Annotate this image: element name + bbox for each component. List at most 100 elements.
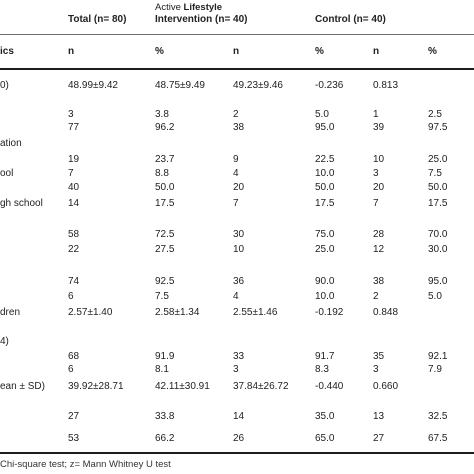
table-cell: 13 bbox=[373, 411, 385, 422]
table-cell: 50.0 bbox=[155, 182, 175, 193]
table-cell: 2.58±1.34 bbox=[155, 307, 200, 318]
table-cell: 92.1 bbox=[428, 351, 448, 362]
table-cell: 2 bbox=[373, 291, 379, 302]
table-cell: 4 bbox=[233, 168, 239, 179]
table-cell: 10.0 bbox=[315, 168, 335, 179]
table-cell: 2.55±1.46 bbox=[233, 307, 278, 318]
table-cell: 48.75±9.49 bbox=[155, 80, 205, 91]
table-cell: 7.5 bbox=[155, 291, 169, 302]
table-cell: 3 bbox=[373, 168, 379, 179]
table-cell: 4 bbox=[233, 291, 239, 302]
table-cell: 7.9 bbox=[428, 364, 442, 375]
table-cell: 7 bbox=[233, 198, 239, 209]
header-rule-top bbox=[0, 34, 474, 35]
table-cell: 77 bbox=[68, 122, 80, 133]
table-cell: 12 bbox=[373, 244, 385, 255]
table-cell: 17.5 bbox=[155, 198, 175, 209]
table-cell: 2.5 bbox=[428, 109, 442, 120]
table-cell: 26 bbox=[233, 433, 245, 444]
table-cell: 8.1 bbox=[155, 364, 169, 375]
table-cell: 32.5 bbox=[428, 411, 448, 422]
table-cell: 35.0 bbox=[315, 411, 335, 422]
subheader-active-n: n bbox=[233, 46, 240, 57]
subheader-control-pct: % bbox=[428, 46, 437, 57]
table-cell: 27.5 bbox=[155, 244, 175, 255]
table-cell: 7 bbox=[373, 198, 379, 209]
table-cell: -0.236 bbox=[315, 80, 344, 91]
table-cell: 30 bbox=[233, 229, 245, 240]
table-cell: 19 bbox=[68, 154, 80, 165]
table-cell: 14 bbox=[233, 411, 245, 422]
subheader-total-n: n bbox=[68, 46, 75, 57]
table-rule-bottom bbox=[0, 452, 474, 454]
table-cell: 67.5 bbox=[428, 433, 448, 444]
table-cell: 23.7 bbox=[155, 154, 175, 165]
table-cell: 30.0 bbox=[428, 244, 448, 255]
table-cell: 6 bbox=[68, 291, 74, 302]
row-label: 4) bbox=[0, 336, 9, 347]
table-cell: 10 bbox=[373, 154, 385, 165]
table-cell: 91.7 bbox=[315, 351, 335, 362]
table-cell: 9 bbox=[233, 154, 239, 165]
table-cell: 35 bbox=[373, 351, 385, 362]
table-cell: 0.848 bbox=[373, 307, 399, 318]
table-cell: 50.0 bbox=[428, 182, 448, 193]
table-cell: 38 bbox=[373, 276, 385, 287]
row-label: gh school bbox=[0, 198, 43, 209]
table-cell: 8.8 bbox=[155, 168, 169, 179]
table-cell: 95.0 bbox=[428, 276, 448, 287]
table-cell: 50.0 bbox=[315, 182, 335, 193]
table-cell: 8.3 bbox=[315, 364, 329, 375]
table-cell: 95.0 bbox=[315, 122, 335, 133]
header-rule-bottom bbox=[0, 68, 474, 70]
table-cell: 74 bbox=[68, 276, 80, 287]
table-cell: 5.0 bbox=[315, 109, 329, 120]
table-cell: 28 bbox=[373, 229, 385, 240]
table-cell: 25.0 bbox=[428, 154, 448, 165]
table-cell: 92.5 bbox=[155, 276, 175, 287]
table-cell: 66.2 bbox=[155, 433, 175, 444]
table-cell: 0.813 bbox=[373, 80, 399, 91]
header-active-prefix: Active bbox=[155, 2, 184, 13]
table-cell: 53 bbox=[68, 433, 80, 444]
subheader-control-n: n bbox=[373, 46, 380, 57]
table-cell: 3.8 bbox=[155, 109, 169, 120]
table-cell: 37.84±26.72 bbox=[233, 381, 289, 392]
table-cell: 75.0 bbox=[315, 229, 335, 240]
table-cell: 7 bbox=[68, 168, 74, 179]
table-cell: 2.57±1.40 bbox=[68, 307, 113, 318]
table-cell: 49.23±9.46 bbox=[233, 80, 283, 91]
header-active-line1: Active Lifestyle bbox=[155, 2, 222, 13]
table-cell: 14 bbox=[68, 198, 80, 209]
header-characteristics: ics bbox=[0, 46, 14, 57]
table-cell: 70.0 bbox=[428, 229, 448, 240]
table-cell: 10.0 bbox=[315, 291, 335, 302]
row-label: ool bbox=[0, 168, 14, 179]
table-cell: 97.5 bbox=[428, 122, 448, 133]
table-cell: 27 bbox=[373, 433, 385, 444]
table-cell: 7.5 bbox=[428, 168, 442, 179]
table-cell: 17.5 bbox=[428, 198, 448, 209]
row-label: ean ± SD) bbox=[0, 381, 45, 392]
table-cell: 25.0 bbox=[315, 244, 335, 255]
table-cell: 42.11±30.91 bbox=[155, 381, 210, 392]
header-active-bold: Lifestyle bbox=[183, 2, 223, 13]
table-cell: 68 bbox=[68, 351, 80, 362]
table-cell: 20 bbox=[233, 182, 245, 193]
table-cell: 33.8 bbox=[155, 411, 175, 422]
row-label: ation bbox=[0, 138, 22, 149]
header-control: Control (n= 40) bbox=[315, 14, 386, 25]
subheader-active-pct: % bbox=[315, 46, 324, 57]
table-cell: 91.9 bbox=[155, 351, 175, 362]
row-label: 0) bbox=[0, 80, 9, 91]
table-cell: 22.5 bbox=[315, 154, 335, 165]
row-label: dren bbox=[0, 307, 21, 318]
table-cell: 33 bbox=[233, 351, 245, 362]
table-cell: 65.0 bbox=[315, 433, 335, 444]
table-cell: 1 bbox=[373, 109, 379, 120]
table-cell: 3 bbox=[373, 364, 379, 375]
table-cell: 3 bbox=[233, 364, 239, 375]
table-cell: -0.440 bbox=[315, 381, 344, 392]
table-cell: 22 bbox=[68, 244, 80, 255]
table-cell: 72.5 bbox=[155, 229, 175, 240]
